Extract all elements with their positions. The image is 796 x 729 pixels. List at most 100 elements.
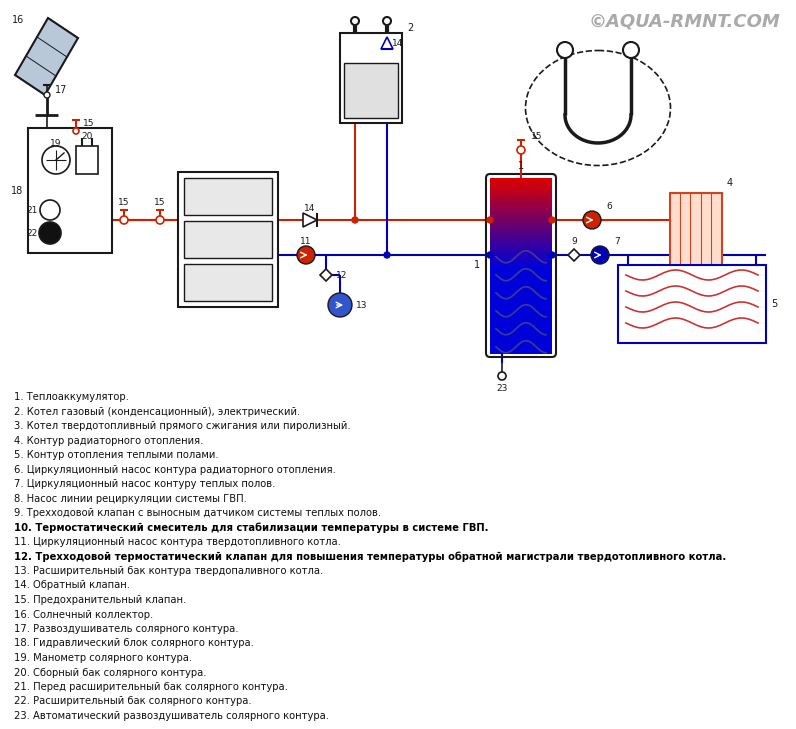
Bar: [490, 297, 552, 301]
Text: 7: 7: [614, 236, 620, 246]
Text: 13: 13: [356, 300, 368, 310]
Circle shape: [591, 246, 609, 264]
Text: 11. Циркуляционный насос контура твердотопливного котла.: 11. Циркуляционный насос контура твердот…: [14, 537, 341, 547]
Text: 6: 6: [606, 201, 612, 211]
Bar: [490, 268, 552, 272]
Text: 10. Термостатический смеситель для стабилизации температуры в системе ГВП.: 10. Термостатический смеситель для стаби…: [14, 523, 489, 533]
Circle shape: [487, 217, 493, 223]
Bar: [490, 300, 552, 304]
Bar: [184, 178, 272, 215]
Bar: [490, 260, 552, 263]
Text: 15: 15: [154, 198, 166, 206]
Text: 20: 20: [81, 131, 92, 141]
Bar: [490, 222, 552, 225]
Bar: [490, 227, 552, 231]
Text: 19. Манометр солярного контура.: 19. Манометр солярного контура.: [14, 653, 192, 663]
Polygon shape: [568, 249, 580, 261]
Polygon shape: [15, 18, 78, 95]
Text: 23: 23: [497, 383, 508, 392]
Text: 3. Котел твердотопливный прямого сжигания или пиролизный.: 3. Котел твердотопливный прямого сжигани…: [14, 421, 350, 431]
Bar: [490, 178, 552, 182]
Bar: [28, 128, 112, 253]
Text: 12. Трехходовой термостатический клапан для повышения температуры обратной магис: 12. Трехходовой термостатический клапан …: [14, 552, 726, 562]
Bar: [490, 306, 552, 310]
Text: 2. Котел газовый (конденсационный), электрический.: 2. Котел газовый (конденсационный), элек…: [14, 407, 300, 416]
Bar: [490, 213, 552, 217]
Bar: [490, 292, 552, 295]
Text: 14: 14: [304, 203, 316, 212]
Bar: [490, 341, 552, 345]
Bar: [184, 221, 272, 258]
Text: 7. Циркуляционный насос контуру теплых полов.: 7. Циркуляционный насос контуру теплых п…: [14, 479, 275, 489]
Bar: [490, 181, 552, 184]
Text: 18. Гидравлический блок солярного контура.: 18. Гидравлический блок солярного контур…: [14, 639, 254, 649]
Bar: [490, 315, 552, 319]
Bar: [76, 146, 98, 174]
Bar: [490, 277, 552, 281]
Circle shape: [40, 200, 60, 220]
Circle shape: [73, 128, 79, 134]
Bar: [184, 264, 272, 301]
Bar: [490, 251, 552, 254]
Circle shape: [583, 211, 601, 229]
Bar: [490, 198, 552, 202]
Text: 16. Солнечный коллектор.: 16. Солнечный коллектор.: [14, 609, 154, 620]
Circle shape: [39, 222, 61, 244]
Text: 9: 9: [571, 236, 577, 246]
Text: 16: 16: [12, 15, 24, 25]
Text: 19: 19: [50, 139, 62, 147]
Text: 4. Контур радиаторного отопления.: 4. Контур радиаторного отопления.: [14, 435, 203, 445]
Text: 20. Сборный бак солярного контура.: 20. Сборный бак солярного контура.: [14, 668, 206, 677]
Circle shape: [623, 42, 639, 58]
Bar: [490, 245, 552, 249]
Circle shape: [557, 42, 573, 58]
Text: 15. Предохранительный клапан.: 15. Предохранительный клапан.: [14, 595, 186, 605]
Circle shape: [517, 146, 525, 154]
Bar: [490, 190, 552, 193]
Bar: [490, 338, 552, 342]
Bar: [490, 233, 552, 237]
Text: 18: 18: [11, 185, 23, 195]
Bar: [490, 330, 552, 333]
Bar: [490, 257, 552, 260]
Circle shape: [328, 293, 352, 317]
Circle shape: [352, 217, 358, 223]
Circle shape: [384, 252, 390, 258]
Bar: [618, 265, 766, 343]
Bar: [490, 327, 552, 330]
Bar: [490, 283, 552, 286]
Text: 9. Трехходовой клапан с выносным датчиком системы теплых полов.: 9. Трехходовой клапан с выносным датчико…: [14, 508, 381, 518]
Text: 15: 15: [119, 198, 130, 206]
Text: 15: 15: [83, 119, 95, 128]
Circle shape: [351, 17, 359, 25]
Bar: [490, 324, 552, 327]
Bar: [490, 321, 552, 324]
Bar: [490, 192, 552, 196]
Bar: [490, 204, 552, 208]
Text: 12: 12: [336, 270, 347, 279]
Bar: [490, 254, 552, 257]
Bar: [490, 332, 552, 336]
Bar: [670, 193, 722, 305]
Bar: [344, 63, 398, 118]
Bar: [490, 195, 552, 199]
Bar: [490, 289, 552, 292]
Text: 14: 14: [392, 39, 404, 47]
Bar: [490, 335, 552, 339]
Circle shape: [120, 216, 128, 224]
Text: 11: 11: [300, 236, 312, 246]
Text: 21: 21: [26, 206, 38, 214]
Bar: [178, 172, 278, 307]
Bar: [490, 187, 552, 190]
Text: 14. Обратный клапан.: 14. Обратный клапан.: [14, 580, 130, 590]
Bar: [490, 309, 552, 313]
Bar: [490, 318, 552, 321]
Polygon shape: [320, 269, 332, 281]
Text: 13. Расширительный бак контура твердопаливного котла.: 13. Расширительный бак контура твердопал…: [14, 566, 323, 576]
Bar: [490, 347, 552, 351]
Circle shape: [156, 216, 164, 224]
Text: 23. Автоматический развоздушиватель солярного контура.: 23. Автоматический развоздушиватель соля…: [14, 711, 329, 721]
Polygon shape: [303, 213, 317, 227]
Bar: [490, 242, 552, 246]
Bar: [490, 286, 552, 289]
